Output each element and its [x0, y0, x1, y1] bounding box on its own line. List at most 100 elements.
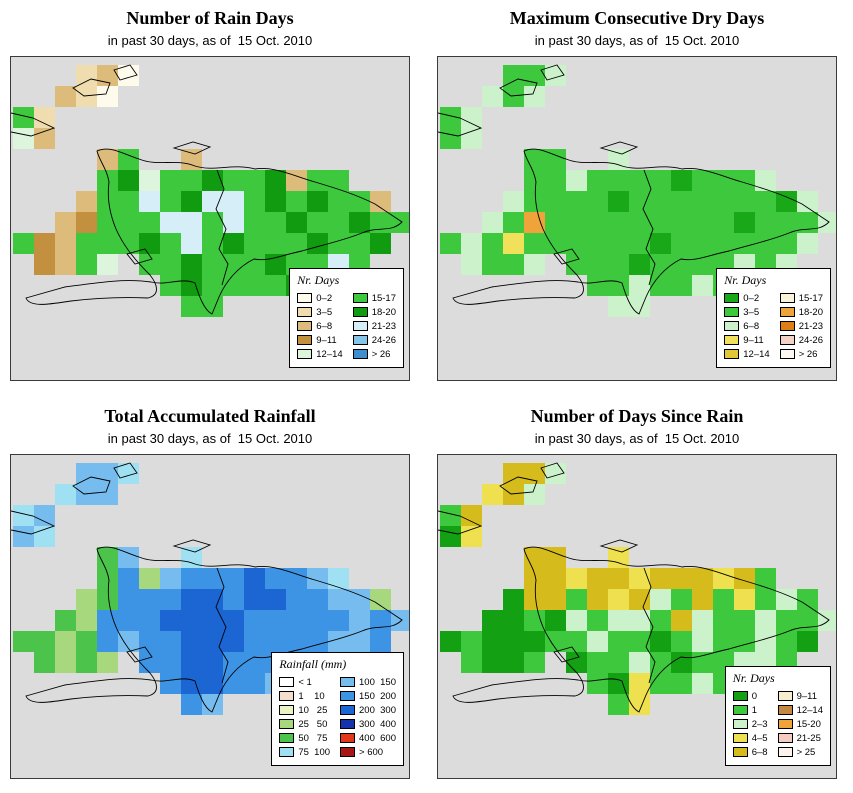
legend-label: < 1 — [298, 676, 312, 688]
grid-cell — [545, 568, 566, 589]
grid-cell — [202, 254, 223, 275]
grid-cell — [307, 212, 328, 233]
grid-cell — [524, 568, 545, 589]
grid-cell — [524, 484, 545, 505]
coastline-path — [438, 112, 483, 137]
panel-subtitle: in past 30 days, as of 15 Oct. 2010 — [107, 33, 313, 48]
legend-entry: 24-26 — [352, 333, 396, 347]
legend-label: > 25 — [796, 746, 816, 758]
legend-swatch — [732, 733, 748, 743]
panel-title: Total Accumulated Rainfall — [104, 406, 316, 426]
grid-cell — [608, 610, 629, 631]
grid-cell — [692, 610, 713, 631]
legend-swatch — [279, 719, 295, 729]
grid-cell — [524, 233, 545, 254]
grid-cell — [734, 212, 755, 233]
legend-entry: 3–5 — [297, 305, 342, 319]
grid-cell — [629, 254, 650, 275]
grid-cell — [524, 631, 545, 652]
grid-cell — [202, 170, 223, 191]
grid-cell — [650, 170, 671, 191]
grid-cell — [202, 610, 223, 631]
grid-cell — [307, 631, 328, 652]
grid-cell — [265, 610, 286, 631]
panel-accumulated-rainfall: Total Accumulated Rainfall in past 30 da… — [10, 406, 410, 779]
grid-cell — [524, 191, 545, 212]
grid-cell — [482, 212, 503, 233]
grid-cell — [608, 568, 629, 589]
grid-cell — [13, 233, 34, 254]
grid-cell — [629, 568, 650, 589]
grid-cell — [503, 589, 524, 610]
coastline-path — [126, 248, 153, 265]
grid-cell — [202, 233, 223, 254]
grid-cell — [734, 568, 755, 589]
grid-cell — [244, 631, 265, 652]
legend-label: 300 400 — [359, 718, 396, 730]
grid-cell — [482, 631, 503, 652]
coastline-path — [72, 78, 111, 97]
legend-entry: 21-23 — [779, 319, 823, 333]
legend-column-right: 15-17 18-20 21-23 24-26 > 26 — [352, 291, 396, 361]
grid-cell — [160, 212, 181, 233]
legend-entry: > 600 — [340, 745, 396, 759]
grid-cell — [139, 568, 160, 589]
grid-cell — [265, 212, 286, 233]
grid-cell — [650, 212, 671, 233]
legend-entry: > 26 — [779, 347, 823, 361]
grid-cell — [223, 170, 244, 191]
legend-label: > 600 — [359, 746, 384, 758]
legend-columns: 0–2 3–5 6–8 9–11 12–14 15-17 18-20 21-23 24-26 >… — [724, 291, 823, 361]
coastline-path — [25, 148, 403, 315]
grid-cell — [55, 610, 76, 631]
grid-cell — [202, 673, 223, 694]
grid-cell — [608, 149, 629, 170]
grid-cell — [587, 673, 608, 694]
grid-cell — [181, 212, 202, 233]
coastline-path — [126, 646, 153, 663]
legend-entry: 200 300 — [340, 703, 396, 717]
legend-swatch — [779, 349, 795, 359]
grid-cell — [76, 463, 97, 484]
grid-cell — [482, 652, 503, 673]
legend-label: 6–8 — [751, 746, 768, 758]
grid-cell — [265, 631, 286, 652]
grid-cell — [671, 170, 692, 191]
legend-label: 9–11 — [796, 690, 818, 702]
legend-label: 6–8 — [316, 320, 333, 332]
grid-cell — [181, 589, 202, 610]
grid-cell — [76, 86, 97, 107]
grid-cell — [566, 170, 587, 191]
grid-cell — [265, 275, 286, 296]
grid-cell — [713, 170, 734, 191]
grid-cell — [671, 275, 692, 296]
legend-label: 18-20 — [798, 306, 823, 318]
grid-cell — [713, 631, 734, 652]
legend-swatch — [340, 677, 356, 687]
grid-cell — [76, 254, 97, 275]
grid-cell — [160, 610, 181, 631]
legend-label: 150 200 — [359, 690, 396, 702]
grid-cell — [202, 296, 223, 317]
grid-cell — [370, 589, 391, 610]
grid-cell — [223, 568, 244, 589]
panel-days-since-rain: Number of Days Since Rain in past 30 day… — [437, 406, 837, 779]
grid-cell — [97, 589, 118, 610]
grid-cell — [55, 631, 76, 652]
grid-cell — [286, 568, 307, 589]
legend-swatch — [352, 293, 368, 303]
grid-cell — [524, 170, 545, 191]
grid-cell — [461, 254, 482, 275]
grid-cell — [671, 631, 692, 652]
map-days-since-rain: Nr. Days 0 1 2–3 4–5 6–8 9–11 12–14 15-20 21-25… — [437, 454, 837, 779]
grid-cell — [370, 233, 391, 254]
grid-cell — [181, 631, 202, 652]
grid-cell — [76, 191, 97, 212]
legend-columns: < 1 1 10 10 25 25 50 50 75 75 100 100 150 150 … — [279, 675, 396, 759]
grid-cell — [370, 631, 391, 652]
legend-swatch — [779, 321, 795, 331]
coastline-path — [215, 567, 229, 684]
grid-cell — [545, 589, 566, 610]
grid-cell — [734, 610, 755, 631]
grid-cell — [265, 191, 286, 212]
